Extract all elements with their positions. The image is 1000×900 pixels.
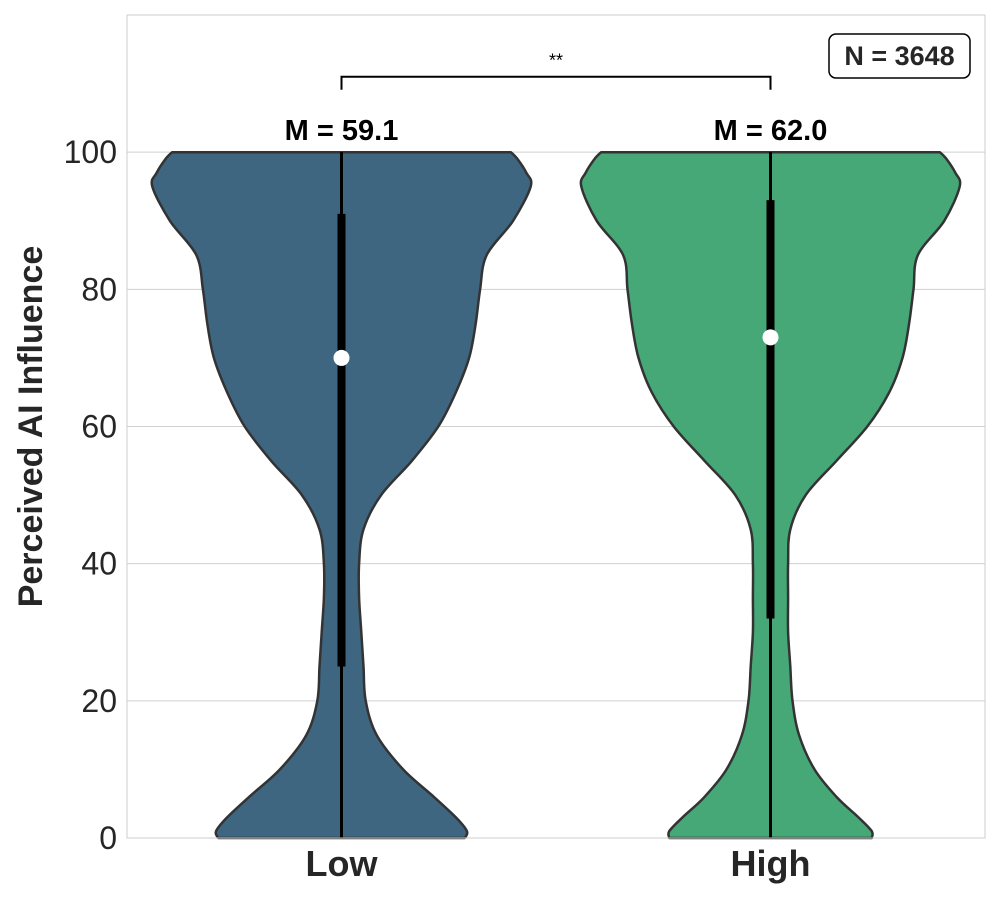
annotations: M = 59.1 M = 62.0 ** N = 3648 <box>285 33 971 147</box>
y-tick-labels: 0 20 40 60 80 100 <box>64 134 117 856</box>
significance-bracket <box>340 75 772 90</box>
y-tick-label-80: 80 <box>81 271 117 307</box>
y-tick-label-40: 40 <box>81 546 117 582</box>
y-tick-label-100: 100 <box>64 134 117 170</box>
y-axis-title: Perceived AI Influence <box>12 246 50 608</box>
mean-label-high: M = 62.0 <box>714 115 828 147</box>
significance-label: ** <box>549 51 563 71</box>
mean-label-low: M = 59.1 <box>285 115 399 147</box>
violins <box>150 150 962 840</box>
y-tick-label-0: 0 <box>99 820 117 856</box>
x-category-label-high: High <box>731 843 811 884</box>
x-category-labels: Low High <box>306 843 811 884</box>
median-dot-high <box>762 329 779 346</box>
y-tick-label-20: 20 <box>81 683 117 719</box>
y-tick-label-60: 60 <box>81 409 117 445</box>
x-category-label-low: Low <box>306 843 379 884</box>
median-dot-low <box>333 349 350 366</box>
plot-frame <box>126 14 986 839</box>
n-annotation-label: N = 3648 <box>844 41 954 71</box>
n-annotation-box <box>828 33 971 79</box>
